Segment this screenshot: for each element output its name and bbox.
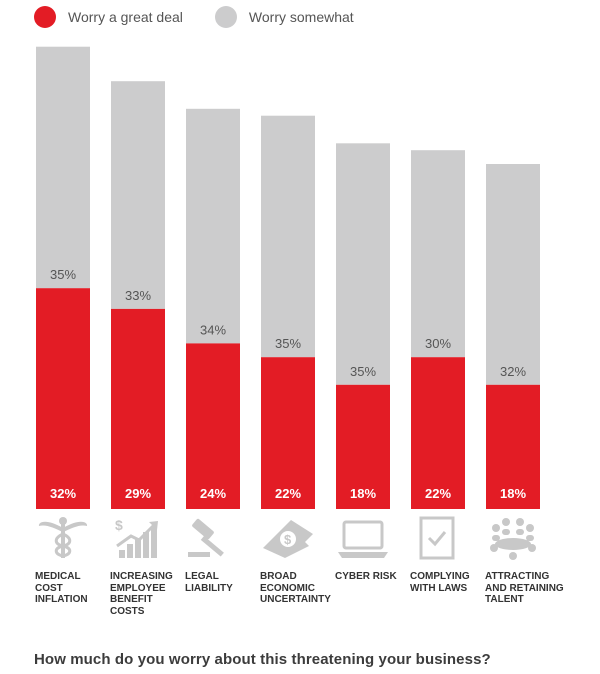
chart-question: How much do you worry about this threate… bbox=[34, 651, 491, 668]
svg-text:$: $ bbox=[115, 517, 123, 533]
bar-somewhat bbox=[186, 108, 240, 344]
bar-somewhat bbox=[486, 164, 540, 385]
rising-chart-dollar-icon: $ bbox=[115, 517, 158, 558]
people-meeting-icon bbox=[490, 518, 536, 560]
torn-dollar-bill-icon: $ bbox=[263, 520, 313, 558]
data-label-great-deal: 29% bbox=[125, 486, 151, 501]
category-label-line: EMPLOYEE bbox=[110, 582, 166, 594]
data-label-somewhat: 35% bbox=[50, 267, 76, 282]
bar-somewhat bbox=[411, 150, 465, 358]
data-label-great-deal: 18% bbox=[350, 486, 376, 501]
data-label-somewhat: 35% bbox=[275, 336, 301, 351]
bar-great-deal bbox=[411, 357, 465, 509]
data-label-great-deal: 24% bbox=[200, 486, 226, 501]
bar-great-deal bbox=[261, 357, 315, 509]
legend-label-somewhat: Worry somewhat bbox=[248, 9, 354, 25]
category-label-line: COSTS bbox=[110, 605, 145, 617]
category-label: LEGAL LIABILITY bbox=[185, 571, 265, 594]
bar-great-deal bbox=[36, 288, 90, 509]
data-label-great-deal: 22% bbox=[275, 486, 301, 501]
category-label: INCREASING EMPLOYEE BENEFIT COSTS bbox=[110, 571, 190, 617]
category-label-line: AND RETAINING bbox=[485, 582, 564, 594]
category-label-line: BENEFIT bbox=[110, 594, 153, 605]
legend: Worry a great deal Worry somewhat bbox=[34, 6, 386, 28]
category-label-line: BROAD bbox=[260, 571, 297, 582]
bar-somewhat bbox=[36, 46, 90, 289]
svg-text:$: $ bbox=[284, 532, 292, 547]
bar-great-deal bbox=[486, 384, 540, 509]
bar-somewhat bbox=[261, 115, 315, 358]
category-label-line: CYBER RISK bbox=[335, 571, 397, 582]
checklist-icon bbox=[419, 516, 455, 560]
category-label: CYBER RISK bbox=[335, 571, 415, 583]
category-label-line: LEGAL bbox=[185, 571, 219, 582]
category-label: ATTRACTING AND RETAINING TALENT bbox=[485, 571, 565, 606]
category-label: MEDICAL COST INFLATION bbox=[35, 571, 115, 606]
category-label-line: WITH LAWS bbox=[410, 582, 468, 594]
category-label: BROAD ECONOMIC UNCERTAINTY bbox=[260, 571, 340, 606]
data-label-great-deal: 32% bbox=[50, 486, 76, 501]
data-label-great-deal: 18% bbox=[500, 486, 526, 501]
data-label-great-deal: 22% bbox=[425, 486, 451, 501]
category-label-line: INFLATION bbox=[35, 594, 88, 605]
data-label-somewhat: 32% bbox=[500, 364, 526, 379]
category-label-line: COST bbox=[35, 582, 63, 594]
bar-somewhat bbox=[111, 81, 165, 309]
category-label-line: ATTRACTING bbox=[485, 571, 550, 582]
data-label-somewhat: 33% bbox=[125, 288, 151, 303]
data-label-somewhat: 34% bbox=[200, 322, 226, 337]
laptop-icon bbox=[338, 520, 388, 558]
legend-item-great-deal: Worry a great deal bbox=[34, 6, 183, 28]
legend-swatch-great-deal bbox=[34, 6, 56, 28]
gavel-icon bbox=[188, 518, 224, 557]
bar-great-deal bbox=[111, 308, 165, 509]
data-label-somewhat: 35% bbox=[350, 364, 376, 379]
category-label-line: ECONOMIC bbox=[260, 582, 315, 594]
legend-label-great-deal: Worry a great deal bbox=[68, 9, 183, 25]
category-label-line: TALENT bbox=[485, 594, 524, 605]
category-label-line: LIABILITY bbox=[185, 582, 233, 594]
category-label-line: COMPLYING bbox=[410, 571, 470, 582]
category-label-line: MEDICAL bbox=[35, 571, 81, 582]
bar-somewhat bbox=[336, 143, 390, 385]
category-label: COMPLYING WITH LAWS bbox=[410, 571, 490, 594]
bar-great-deal bbox=[336, 384, 390, 509]
category-label-line: UNCERTAINTY bbox=[260, 594, 331, 605]
category-label-line: INCREASING bbox=[110, 571, 173, 582]
bar-great-deal bbox=[186, 343, 240, 509]
legend-item-somewhat: Worry somewhat bbox=[214, 6, 354, 28]
data-label-somewhat: 30% bbox=[425, 336, 451, 351]
caduceus-icon bbox=[38, 517, 88, 558]
legend-swatch-somewhat bbox=[214, 6, 237, 28]
